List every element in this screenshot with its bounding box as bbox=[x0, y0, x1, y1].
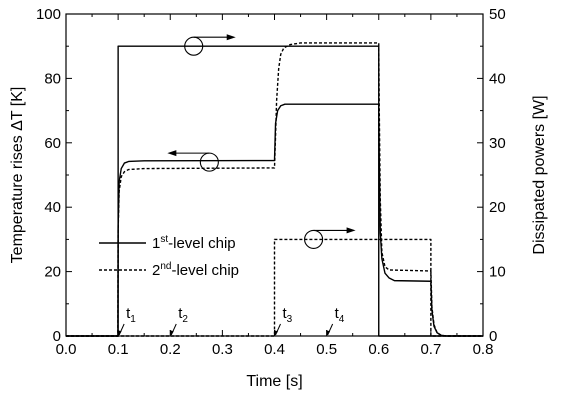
right-tick-label: 40 bbox=[489, 70, 506, 87]
right-axis-title: Dissipated powers [W] bbox=[531, 95, 548, 254]
right-tick-label: 0 bbox=[489, 328, 497, 345]
axes bbox=[65, 13, 484, 337]
series-2nd-temperature bbox=[66, 42, 483, 337]
time-marker-label: t2 bbox=[178, 305, 188, 325]
x-tick-label: 0.8 bbox=[473, 341, 494, 358]
right-tick-label: 20 bbox=[489, 199, 506, 216]
x-tick-label: 0.6 bbox=[368, 341, 389, 358]
x-tick-label: 0.5 bbox=[316, 341, 337, 358]
left-tick-label: 0 bbox=[53, 328, 61, 345]
time-marker-arrowhead bbox=[326, 330, 331, 336]
series-1st-power bbox=[66, 45, 483, 337]
left-tick-label: 60 bbox=[44, 135, 61, 152]
left-tick-label: 20 bbox=[44, 264, 61, 281]
tick-labels: 0.0 0.1 0.2 0.3 0.4 0.5 0.6 0.7 0.80204060801000… bbox=[36, 6, 506, 358]
left-tick-label: 100 bbox=[36, 6, 61, 23]
series-2nd-power bbox=[66, 238, 483, 337]
x-tick-label: 0.0 bbox=[56, 341, 77, 358]
right-tick-label: 30 bbox=[489, 135, 506, 152]
series-layer bbox=[66, 42, 483, 337]
time-marker-arrowhead bbox=[274, 330, 278, 336]
axis-indicator-arrowhead bbox=[167, 150, 177, 157]
left-tick-label: 80 bbox=[44, 70, 61, 87]
time-marker-label: t4 bbox=[335, 305, 345, 325]
annotations: t1 t2 t3 t4 bbox=[117, 34, 356, 336]
time-marker-label: t3 bbox=[283, 305, 293, 325]
legend-label: 2nd-level chip bbox=[152, 261, 239, 279]
axis-indicator-arrowhead bbox=[226, 34, 236, 41]
x-axis-title: Time [s] bbox=[246, 373, 302, 390]
time-marker-arrowhead bbox=[169, 330, 174, 336]
time-marker-label: t1 bbox=[126, 305, 136, 325]
x-tick-label: 0.4 bbox=[264, 341, 285, 358]
x-tick-label: 0.3 bbox=[212, 341, 233, 358]
right-tick-label: 10 bbox=[489, 264, 506, 281]
x-tick-label: 0.7 bbox=[420, 341, 441, 358]
x-tick-label: 0.2 bbox=[160, 341, 181, 358]
axis-indicator-arrowhead bbox=[346, 227, 356, 234]
left-tick-label: 40 bbox=[44, 199, 61, 216]
right-tick-label: 50 bbox=[489, 6, 506, 23]
legend-label: 1st-level chip bbox=[152, 234, 236, 252]
x-tick-label: 0.1 bbox=[108, 341, 129, 358]
legend: 1st-level chip 2nd-level chip bbox=[99, 234, 239, 279]
time-marker-arrowhead bbox=[117, 330, 122, 336]
left-axis-title: Temperature rises ΔT [K] bbox=[9, 87, 26, 264]
series-1st-temperature bbox=[66, 103, 483, 337]
